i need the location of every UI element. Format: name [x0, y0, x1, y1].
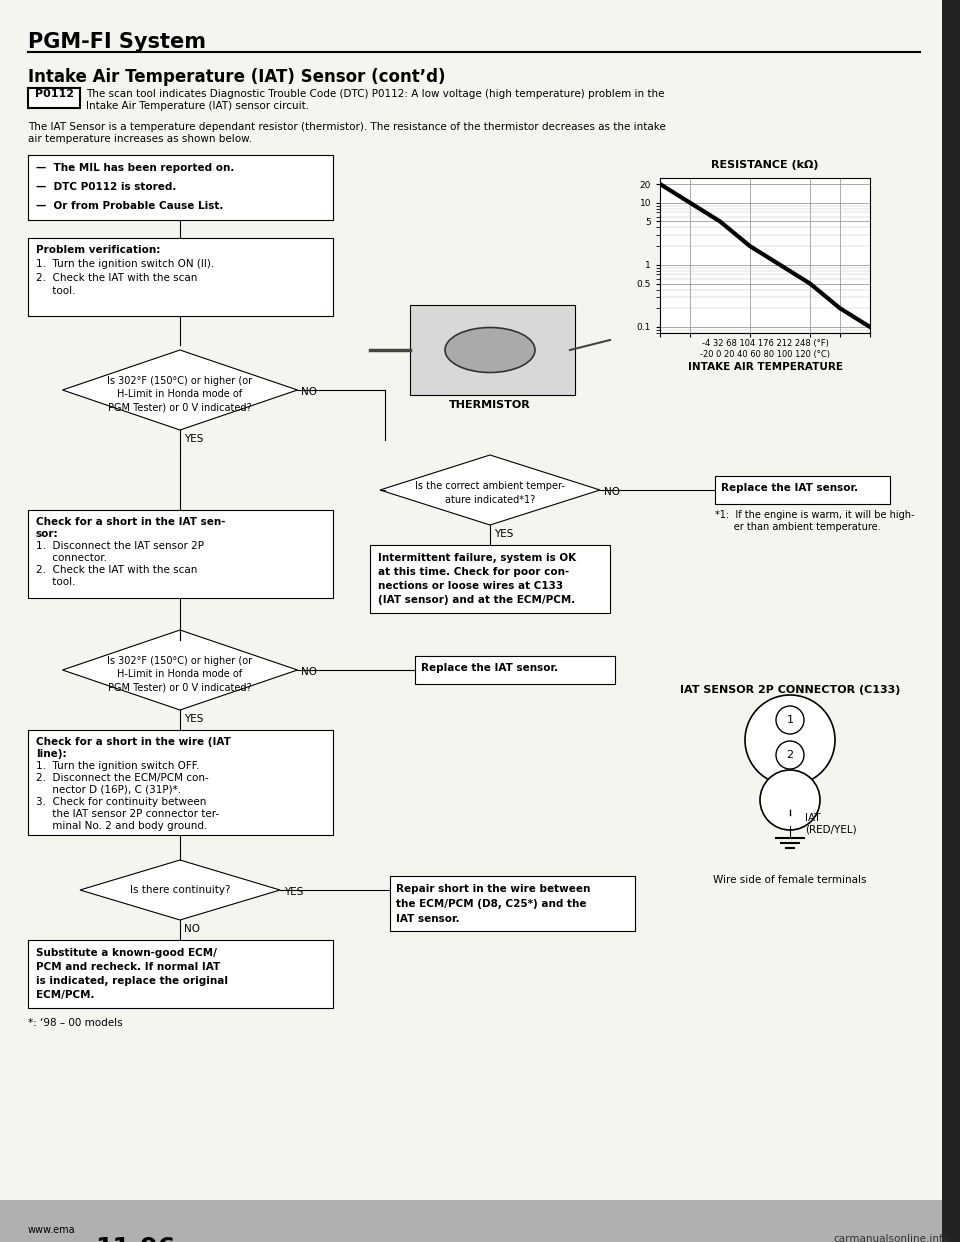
FancyBboxPatch shape — [390, 876, 635, 932]
Text: INTAKE AIR TEMPERATURE: INTAKE AIR TEMPERATURE — [687, 361, 843, 373]
Text: Intake Air Temperature (IAT) Sensor (cont’d): Intake Air Temperature (IAT) Sensor (con… — [28, 68, 445, 86]
Circle shape — [745, 696, 835, 785]
FancyBboxPatch shape — [415, 656, 615, 684]
Text: Wire side of female terminals: Wire side of female terminals — [713, 876, 867, 886]
FancyBboxPatch shape — [28, 238, 333, 315]
Text: 1: 1 — [786, 715, 794, 725]
Text: minal No. 2 and body ground.: minal No. 2 and body ground. — [36, 821, 207, 831]
Text: THERMISTOR: THERMISTOR — [449, 400, 531, 410]
Text: -20 0 20 40 60 80 100 120 (°C): -20 0 20 40 60 80 100 120 (°C) — [700, 350, 830, 359]
Polygon shape — [62, 350, 298, 430]
FancyBboxPatch shape — [28, 88, 80, 108]
Text: NO: NO — [301, 388, 317, 397]
Text: ECM/PCM.: ECM/PCM. — [36, 990, 94, 1000]
Text: Replace the IAT sensor.: Replace the IAT sensor. — [421, 663, 558, 673]
Text: (RED/YEL): (RED/YEL) — [805, 823, 856, 833]
Text: 1.  Turn the ignition switch ON (II).: 1. Turn the ignition switch ON (II). — [36, 260, 214, 270]
Text: PGM Tester) or 0 V indicated?: PGM Tester) or 0 V indicated? — [108, 402, 252, 412]
Text: 1.  Turn the ignition switch OFF.: 1. Turn the ignition switch OFF. — [36, 761, 200, 771]
Text: NO: NO — [604, 487, 620, 497]
Text: at this time. Check for poor con-: at this time. Check for poor con- — [378, 568, 569, 578]
Text: IAT: IAT — [805, 814, 821, 823]
Text: —  Or from Probable Cause List.: — Or from Probable Cause List. — [36, 201, 224, 211]
Text: RESISTANCE (kΩ): RESISTANCE (kΩ) — [711, 160, 819, 170]
FancyBboxPatch shape — [778, 810, 802, 826]
Text: 1.  Disconnect the IAT sensor 2P: 1. Disconnect the IAT sensor 2P — [36, 542, 204, 551]
Text: YES: YES — [184, 433, 204, 443]
Text: —  The MIL has been reported on.: — The MIL has been reported on. — [36, 163, 234, 173]
Text: er than ambient temperature.: er than ambient temperature. — [715, 522, 880, 532]
FancyBboxPatch shape — [370, 545, 610, 614]
Text: Intermittent failure, system is OK: Intermittent failure, system is OK — [378, 553, 576, 563]
Text: 2.  Check the IAT with the scan: 2. Check the IAT with the scan — [36, 273, 198, 283]
Text: —  DTC P0112 is stored.: — DTC P0112 is stored. — [36, 183, 177, 193]
Text: Intake Air Temperature (IAT) sensor circuit.: Intake Air Temperature (IAT) sensor circ… — [86, 101, 309, 111]
Text: IAT SENSOR 2P CONNECTOR (C133): IAT SENSOR 2P CONNECTOR (C133) — [680, 686, 900, 696]
Text: IAT sensor.: IAT sensor. — [396, 914, 460, 924]
FancyBboxPatch shape — [715, 476, 890, 504]
FancyBboxPatch shape — [28, 730, 333, 835]
Text: 2: 2 — [786, 750, 794, 760]
Text: Check for a short in the IAT sen-: Check for a short in the IAT sen- — [36, 517, 226, 527]
Text: The scan tool indicates Diagnostic Trouble Code (DTC) P0112: A low voltage (high: The scan tool indicates Diagnostic Troub… — [86, 89, 664, 99]
FancyBboxPatch shape — [28, 940, 333, 1009]
Text: Check for a short in the wire (IAT: Check for a short in the wire (IAT — [36, 737, 230, 746]
Text: nections or loose wires at C133: nections or loose wires at C133 — [378, 581, 564, 591]
FancyBboxPatch shape — [942, 0, 960, 1242]
Text: P0112: P0112 — [35, 89, 74, 99]
FancyBboxPatch shape — [0, 1200, 960, 1242]
Text: PGM Tester) or 0 V indicated?: PGM Tester) or 0 V indicated? — [108, 682, 252, 692]
Text: www.ema: www.ema — [28, 1225, 76, 1235]
Text: tool.: tool. — [36, 578, 76, 587]
Text: NO: NO — [301, 667, 317, 677]
Text: YES: YES — [184, 714, 204, 724]
Text: Is the correct ambient temper-: Is the correct ambient temper- — [415, 481, 564, 491]
Text: YES: YES — [284, 887, 303, 897]
Polygon shape — [62, 630, 298, 710]
Text: Replace the IAT sensor.: Replace the IAT sensor. — [721, 483, 858, 493]
Text: connector.: connector. — [36, 553, 107, 563]
Text: -4 32 68 104 176 212 248 (°F): -4 32 68 104 176 212 248 (°F) — [702, 339, 828, 348]
Text: H-Limit in Honda mode of: H-Limit in Honda mode of — [117, 389, 243, 399]
Text: YES: YES — [494, 529, 514, 539]
Circle shape — [776, 741, 804, 769]
Text: The IAT Sensor is a temperature dependant resistor (thermistor). The resistance : The IAT Sensor is a temperature dependan… — [28, 122, 666, 132]
Text: 3.  Check for continuity between: 3. Check for continuity between — [36, 797, 206, 807]
Text: (IAT sensor) and at the ECM/PCM.: (IAT sensor) and at the ECM/PCM. — [378, 595, 575, 605]
Circle shape — [776, 705, 804, 734]
FancyBboxPatch shape — [410, 306, 575, 395]
Text: PCM and recheck. If normal IAT: PCM and recheck. If normal IAT — [36, 963, 220, 972]
FancyBboxPatch shape — [28, 155, 333, 220]
Text: Is 302°F (150°C) or higher (or: Is 302°F (150°C) or higher (or — [108, 656, 252, 666]
Text: PGM-FI System: PGM-FI System — [28, 32, 206, 52]
Text: the ECM/PCM (D8, C25*) and the: the ECM/PCM (D8, C25*) and the — [396, 899, 587, 909]
Text: air temperature increases as shown below.: air temperature increases as shown below… — [28, 134, 252, 144]
Polygon shape — [380, 455, 600, 525]
Text: sor:: sor: — [36, 529, 59, 539]
Polygon shape — [80, 859, 280, 920]
Text: Substitute a known-good ECM/: Substitute a known-good ECM/ — [36, 948, 217, 958]
Text: 2.  Disconnect the ECM/PCM con-: 2. Disconnect the ECM/PCM con- — [36, 773, 208, 782]
Text: line):: line): — [36, 749, 66, 759]
Circle shape — [760, 770, 820, 830]
Text: *1:  If the engine is warm, it will be high-: *1: If the engine is warm, it will be hi… — [715, 510, 915, 520]
Text: carmanualsonline.info: carmanualsonline.info — [834, 1235, 950, 1242]
FancyBboxPatch shape — [28, 510, 333, 597]
Text: *: ‘98 – 00 models: *: ‘98 – 00 models — [28, 1018, 123, 1028]
Text: Is 302°F (150°C) or higher (or: Is 302°F (150°C) or higher (or — [108, 376, 252, 386]
Text: nector D (16P), C (31P)*.: nector D (16P), C (31P)*. — [36, 785, 181, 795]
Ellipse shape — [445, 328, 535, 373]
Text: H-Limit in Honda mode of: H-Limit in Honda mode of — [117, 669, 243, 679]
Text: is indicated, replace the original: is indicated, replace the original — [36, 976, 228, 986]
Text: Problem verification:: Problem verification: — [36, 245, 160, 255]
Text: 11-96: 11-96 — [95, 1236, 175, 1242]
Text: the IAT sensor 2P connector ter-: the IAT sensor 2P connector ter- — [36, 809, 219, 818]
Text: NO: NO — [184, 924, 200, 934]
Text: Is there continuity?: Is there continuity? — [130, 886, 230, 895]
Text: 2.  Check the IAT with the scan: 2. Check the IAT with the scan — [36, 565, 198, 575]
Text: Repair short in the wire between: Repair short in the wire between — [396, 884, 590, 894]
Text: ature indicated*1?: ature indicated*1? — [444, 496, 535, 505]
Text: tool.: tool. — [36, 286, 76, 296]
